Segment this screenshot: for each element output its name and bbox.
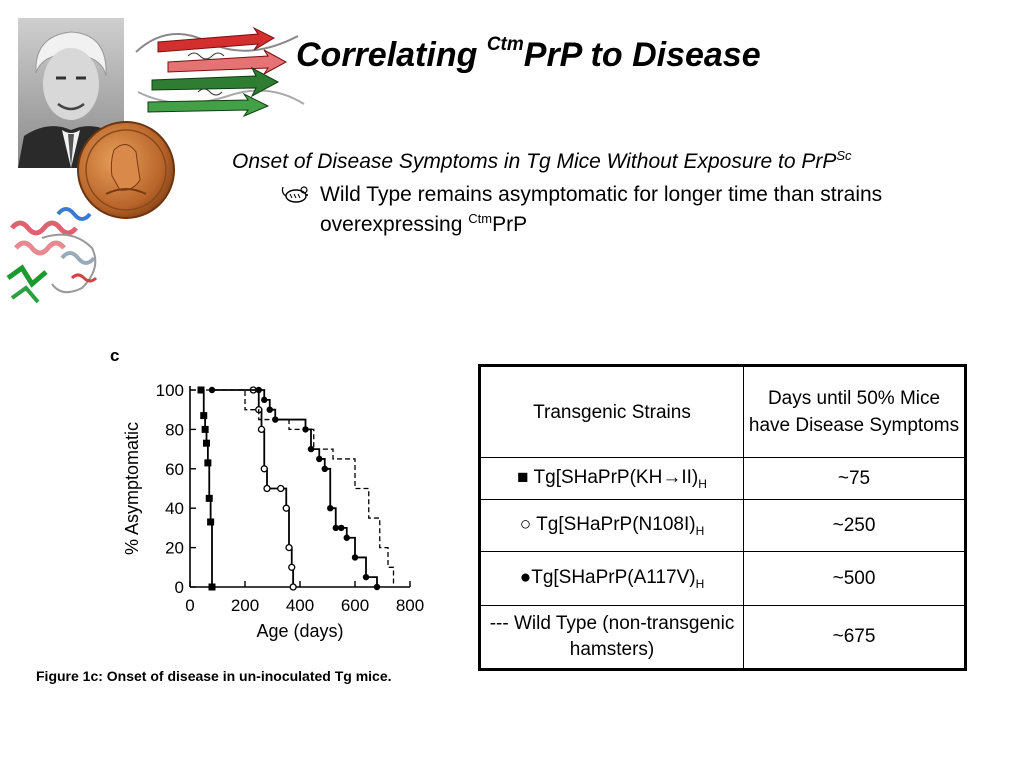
square-point (208, 583, 216, 591)
series-line-1 (201, 389, 213, 587)
chart-labels: 0 20 40 60 80 100 0 200 400 600 800 Age (days) % Asy… (122, 381, 424, 641)
x-tick-label: 600 (341, 596, 369, 615)
strain-cell: ●Tg[SHaPrP(A117V)H (479, 551, 744, 606)
title-superscript: Ctm (486, 33, 524, 55)
header-days: Days until 50% Mice have Disease Symptom… (743, 365, 966, 458)
asymptomatic-chart: 0 20 40 60 80 100 0 200 400 600 800 Age (days) % Asy… (122, 381, 424, 641)
panel-letter: c (110, 346, 120, 365)
y-tick-label: 80 (165, 420, 184, 439)
y-tick-label: 60 (165, 460, 184, 479)
days-cell: ~250 (743, 499, 966, 552)
filled-circle-point (321, 465, 328, 472)
series-line-4 (190, 389, 395, 587)
filled-circle-point (327, 505, 334, 512)
open-circle-point (289, 583, 297, 591)
x-axis-label: Age (days) (256, 621, 343, 641)
slide-title: Correlating CtmPrP to Disease (296, 33, 761, 74)
table-row: ○ Tg[SHaPrP(N108I)H ~250 (479, 499, 966, 552)
filled-circle-point (373, 583, 381, 591)
table-row: --- Wild Type (non-transgenic hamsters) … (479, 605, 966, 670)
strain-cell: ■ Tg[SHaPrP(KH→II)H (479, 457, 744, 500)
filled-circle-point (338, 524, 345, 532)
filled-circle-point (261, 396, 268, 404)
bullet-superscript: Ctm (468, 211, 493, 226)
protein-ribbon-structure (135, 26, 305, 118)
filled-circle-point (351, 554, 359, 561)
open-circle-point (277, 484, 285, 493)
slide-subtitle: Onset of Disease Symptoms in Tg Mice Wit… (232, 148, 852, 173)
y-tick-label: 0 (175, 578, 184, 597)
filled-circle-point (208, 386, 216, 394)
table-row: ■ Tg[SHaPrP(KH→II)H ~75 (479, 457, 966, 500)
subtitle-superscript: Sc (836, 148, 852, 163)
series-line-3 (212, 389, 378, 587)
chart-axes (189, 386, 411, 588)
table-row: ●Tg[SHaPrP(A117V)H ~500 (479, 551, 966, 606)
header-strains: Transgenic Strains (479, 365, 744, 458)
table-header-row: Transgenic Strains Days until 50% Mice h… (479, 365, 966, 458)
days-cell: ~675 (743, 605, 966, 670)
strain-table: Transgenic Strains Days until 50% Mice h… (478, 364, 967, 671)
open-circle-point (260, 465, 268, 473)
days-cell: ~75 (743, 457, 966, 500)
square-point (203, 439, 210, 447)
filled-circle-point (343, 534, 350, 541)
strain-cell: ○ Tg[SHaPrP(N108I)H (479, 499, 744, 552)
open-circle-point (288, 563, 296, 571)
square-point (207, 518, 215, 526)
square-point (205, 494, 213, 502)
mouse-icon (281, 186, 308, 203)
x-tick-label: 800 (396, 596, 424, 615)
open-circle-point (263, 484, 271, 493)
filled-circle-point (332, 524, 339, 532)
open-circle-point (282, 504, 290, 512)
filled-circle-point (266, 406, 273, 413)
y-tick-label: 40 (165, 499, 184, 518)
square-point (201, 425, 209, 433)
open-circle-point (257, 425, 266, 434)
x-tick-label: 0 (185, 596, 194, 615)
figure-caption: Figure 1c: Onset of disease in un-inocul… (36, 668, 392, 684)
chart-series (190, 386, 395, 591)
square-point (204, 459, 212, 467)
protein-helix-structure (6, 207, 98, 304)
filled-circle-point (255, 386, 262, 394)
square-point (200, 412, 208, 420)
y-axis-label: % Asymptomatic (122, 422, 142, 555)
strain-cell: --- Wild Type (non-transgenic hamsters) (479, 605, 744, 670)
filled-circle-point (362, 573, 370, 581)
days-cell: ~500 (743, 551, 966, 606)
bullet-text: Wild Type remains asymptomatic for longe… (320, 183, 883, 236)
x-tick-label: 200 (231, 596, 259, 615)
filled-circle-point (307, 445, 315, 453)
x-tick-label: 400 (286, 596, 314, 615)
gold-medal (77, 121, 175, 219)
filled-circle-point (316, 455, 323, 463)
y-tick-label: 100 (156, 381, 184, 400)
open-circle-point (285, 543, 293, 552)
y-tick-label: 20 (165, 539, 184, 558)
